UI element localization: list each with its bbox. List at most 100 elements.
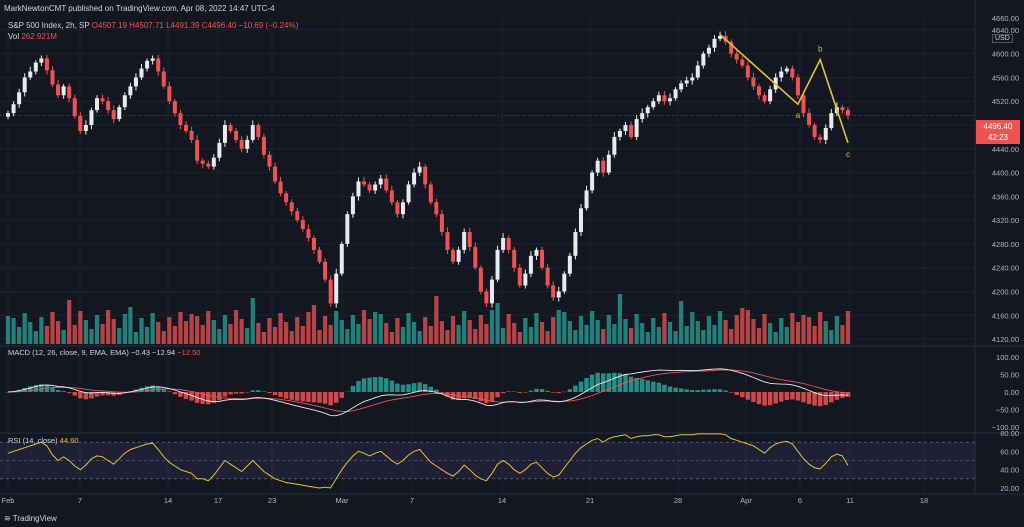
macd-histogram-bar: [829, 392, 834, 403]
volume-bar: [484, 324, 489, 344]
volume-bar: [256, 323, 261, 344]
macd-hist-value: −0.43: [130, 348, 150, 357]
macd-histogram-bar: [484, 392, 489, 403]
macd-histogram-bar: [356, 380, 361, 392]
macd-tick-label: −100.00: [992, 423, 1019, 432]
rsi-legend[interactable]: RSI (14, close) 44.60: [8, 436, 78, 445]
macd-histogram-bar: [473, 392, 478, 400]
macd-histogram-bar: [144, 386, 150, 392]
rsi-tick-label: 20.00: [1000, 484, 1019, 493]
macd-legend[interactable]: MACD (12, 26, close, 9, EMA, EMA) −0.43 …: [8, 348, 200, 357]
macd-histogram-bar: [723, 390, 728, 392]
volume-bar: [467, 320, 472, 344]
macd-histogram-bar: [617, 373, 623, 392]
volume-bar: [367, 319, 372, 344]
currency-badge[interactable]: USD: [992, 34, 1013, 43]
candle-body: [222, 125, 227, 143]
tradingview-watermark[interactable]: ≋ TradingView: [4, 514, 57, 523]
volume-bar: [400, 327, 406, 344]
volume-bar: [790, 313, 795, 344]
price-candles: [5, 31, 851, 308]
price-tick-label: 4120.00: [992, 335, 1019, 344]
volume-bar: [278, 313, 283, 344]
volume-bar: [189, 314, 194, 344]
macd-histogram-bar: [589, 374, 595, 392]
volume-bar: [634, 314, 639, 344]
volume-bar: [573, 330, 578, 344]
macd-histogram-bar: [667, 386, 673, 392]
macd-histogram-bar: [712, 389, 717, 392]
volume-bar: [322, 316, 328, 344]
macd-histogram-bar: [651, 381, 656, 392]
candle-body: [373, 184, 378, 191]
volume-bar: [589, 311, 595, 344]
volume-bar: [334, 311, 339, 344]
volume-legend[interactable]: Vol 262.921M: [8, 32, 57, 41]
volume-bar: [395, 318, 400, 344]
macd-histogram-bar: [439, 392, 445, 394]
candle-body: [534, 249, 539, 256]
volume-bar: [489, 310, 495, 344]
tradingview-logo-icon: ≋: [4, 514, 13, 523]
candle-body: [339, 243, 344, 274]
price-tick-label: 4320.00: [992, 216, 1019, 225]
macd-histogram-bar: [489, 392, 495, 402]
candle-body: [667, 98, 672, 102]
candle-body: [573, 232, 578, 256]
macd-histogram-bar: [378, 376, 383, 392]
macd-histogram-bar: [322, 392, 328, 404]
candle-body: [406, 184, 411, 203]
candle-body: [83, 125, 88, 131]
macd-histogram-bar: [662, 384, 667, 392]
volume-bar: [656, 327, 661, 344]
macd-histogram-bar: [812, 392, 817, 406]
macd-histogram-bar: [634, 377, 639, 392]
candle-body: [506, 237, 511, 250]
rsi-value: 44.60: [59, 436, 79, 445]
macd-histogram-bar: [345, 391, 350, 393]
macd-histogram-bar: [78, 392, 83, 399]
candle-body: [762, 95, 767, 102]
candle-body: [712, 38, 717, 48]
volume-bar: [623, 319, 628, 344]
macd-histogram-bar: [272, 392, 278, 396]
volume-bar: [673, 331, 678, 344]
time-tick-label: 18: [920, 496, 928, 505]
rsi-label: RSI (14, close): [8, 436, 58, 445]
macd-histogram-bar: [701, 389, 706, 392]
symbol-name: S&P 500 Index, 2h, SP: [8, 21, 90, 30]
candle-body: [478, 267, 483, 292]
candle-body: [122, 95, 127, 108]
ohlc-change: −10.69 (−0.24%): [238, 21, 299, 30]
candle-body: [528, 255, 533, 274]
macd-histogram-bar: [645, 380, 650, 392]
volume-bar: [823, 321, 828, 344]
volume-bar: [695, 321, 700, 344]
candle-body: [234, 130, 239, 140]
candle-body: [195, 139, 200, 161]
candle-body: [656, 95, 661, 102]
volume-bar: [233, 310, 239, 344]
volume-bar: [361, 310, 367, 344]
volume-bar: [768, 323, 773, 344]
candle-body: [423, 166, 428, 185]
volume-bar: [829, 330, 834, 344]
macd-histogram-bar: [684, 389, 689, 392]
symbol-legend[interactable]: S&P 500 Index, 2h, SP O4507.19 H4507.71 …: [8, 21, 298, 30]
candle-body: [267, 154, 272, 167]
candle-body: [273, 166, 278, 182]
macd-histogram-bar: [823, 392, 828, 406]
candle-body: [740, 59, 745, 66]
macd-histogram-bar: [55, 390, 61, 392]
volume-bar: [250, 298, 255, 344]
macd-histogram-bar: [161, 388, 166, 392]
candle-body: [501, 237, 506, 250]
volume-bar: [239, 319, 244, 344]
macd-histogram-bar: [328, 392, 333, 406]
candle-body: [512, 249, 517, 268]
volume-bar: [834, 316, 839, 344]
macd-histogram-bar: [222, 392, 228, 397]
price-tick-label: 4240.00: [992, 264, 1019, 273]
candle-body: [456, 249, 461, 262]
